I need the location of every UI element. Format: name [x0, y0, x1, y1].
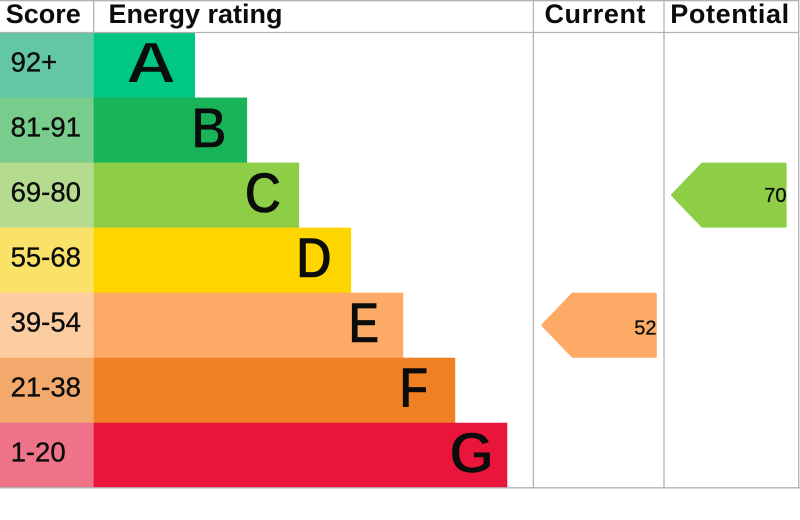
svg-text:B: B	[191, 96, 227, 161]
svg-text:92+: 92+	[11, 47, 58, 78]
svg-text:E: E	[348, 291, 380, 356]
svg-text:C: C	[244, 161, 282, 226]
svg-text:69-80: 69-80	[11, 177, 81, 208]
svg-text:70: 70	[764, 185, 786, 207]
svg-text:55-68: 55-68	[11, 242, 81, 273]
svg-text:G: G	[449, 421, 494, 486]
svg-text:A: A	[126, 31, 177, 96]
svg-text:Score: Score	[6, 0, 81, 29]
svg-text:81-91: 81-91	[11, 112, 81, 143]
svg-text:F: F	[399, 356, 429, 421]
svg-text:21-38: 21-38	[11, 372, 81, 403]
svg-text:39-54: 39-54	[11, 307, 81, 338]
svg-text:Potential: Potential	[670, 0, 789, 29]
svg-text:52: 52	[634, 317, 656, 339]
svg-text:1-20: 1-20	[11, 437, 66, 468]
svg-text:Current: Current	[544, 0, 646, 29]
svg-text:Energy rating: Energy rating	[109, 0, 283, 29]
svg-text:D: D	[296, 226, 333, 291]
